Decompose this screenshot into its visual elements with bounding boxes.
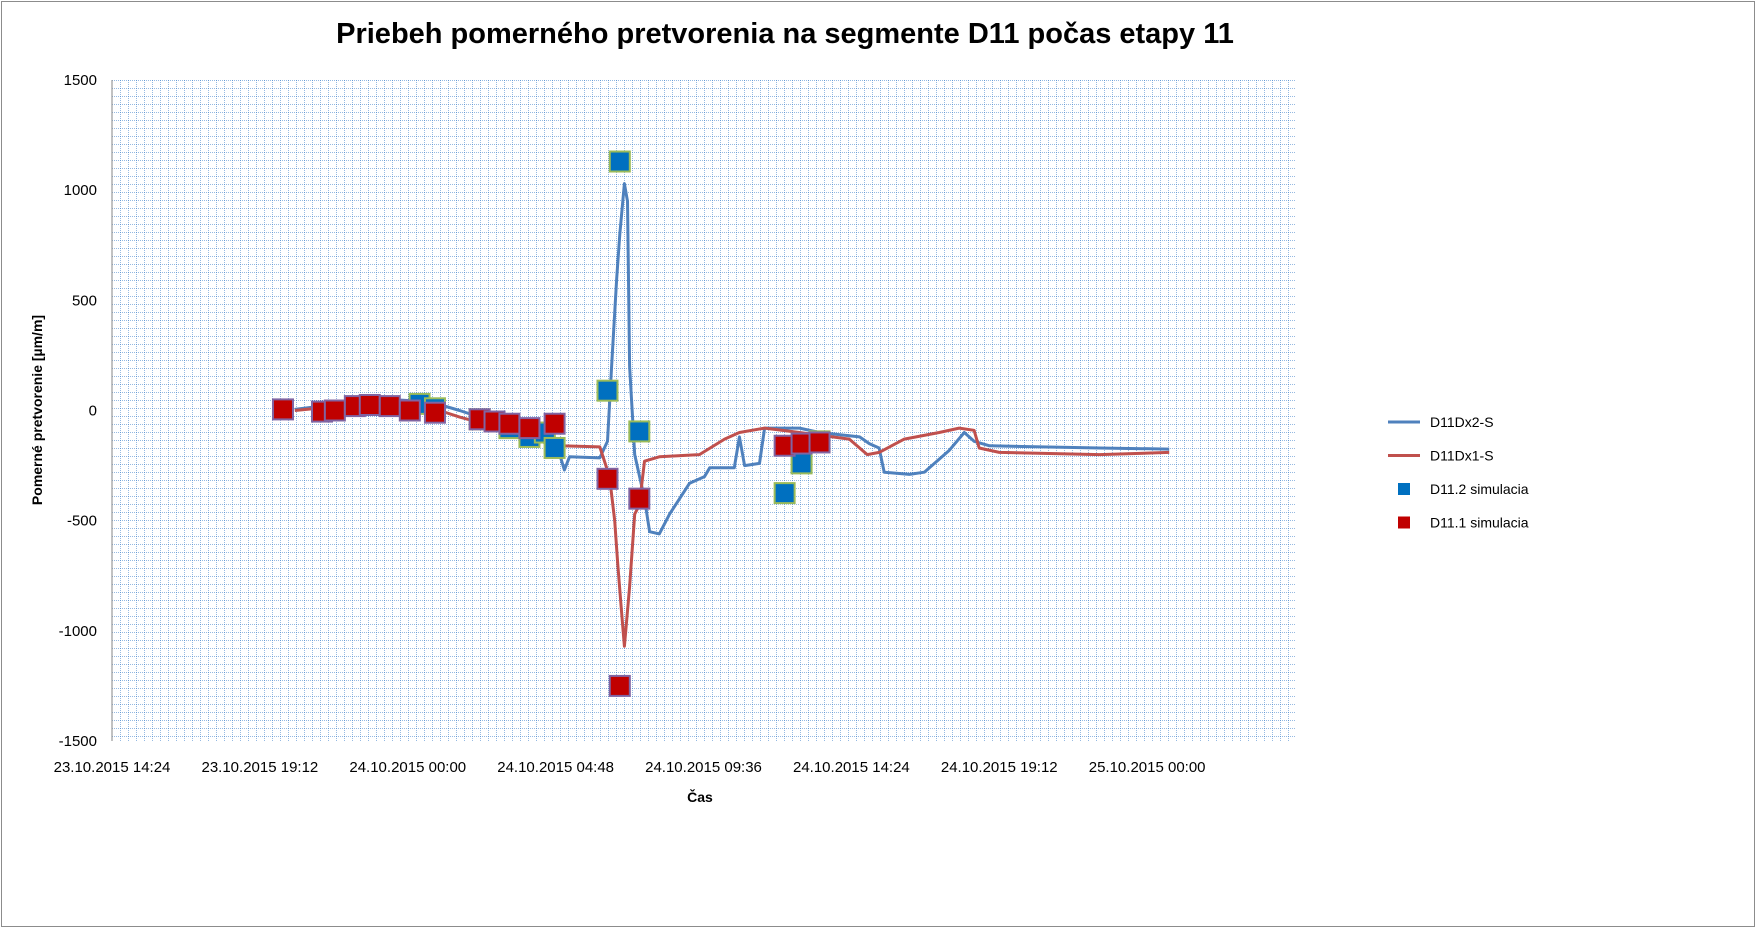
data-point-D11.1 simulacia — [271, 398, 294, 421]
data-point-D11.1 simulacia — [378, 395, 401, 418]
data-point-D11.2 simulacia — [543, 436, 566, 459]
x-tick-label: 23.10.2015 19:12 — [201, 759, 318, 776]
y-tick-label: 1500 — [64, 72, 97, 89]
data-point-D11.1 simulacia — [423, 401, 446, 424]
data-point-D11.1 simulacia — [518, 417, 541, 440]
legend-swatch — [1398, 483, 1410, 495]
legend: D11Dx2-S D11Dx1-S D11.2 simulacia D11.1 sim… — [1388, 414, 1529, 531]
y-ticks: 1500 1000 500 0 -500 -1000 -1500 — [59, 72, 97, 750]
data-point-D11.1 simulacia — [358, 393, 381, 416]
data-point-D11.1 simulacia — [498, 412, 521, 435]
y-tick-label: 1000 — [64, 182, 97, 199]
legend-swatch — [1398, 516, 1410, 529]
legend-label: D11.2 simulacia — [1430, 481, 1529, 497]
x-tick-label: 24.10.2015 00:00 — [349, 759, 466, 776]
chart-title: Priebeh pomerného pretvorenia na segment… — [336, 18, 1234, 50]
x-tick-label: 24.10.2015 04:48 — [497, 759, 614, 776]
data-point-D11.2 simulacia — [608, 150, 631, 173]
y-axis-label: Pomerné pretvorenie [µm/m] — [29, 315, 45, 505]
y-tick-label: -500 — [67, 513, 97, 530]
legend-label: D11Dx2-S — [1430, 414, 1494, 430]
data-point-D11.2 simulacia — [596, 379, 619, 402]
y-tick-label: -1000 — [59, 623, 97, 640]
data-point-D11.1 simulacia — [596, 467, 619, 490]
legend-label: D11Dx1-S — [1430, 448, 1494, 464]
x-ticks: 23.10.2015 14:24 23.10.2015 19:12 24.10.20… — [54, 759, 1206, 776]
legend-label: D11.1 simulacia — [1430, 515, 1529, 531]
x-tick-label: 24.10.2015 14:24 — [793, 759, 910, 776]
y-tick-label: -1500 — [59, 733, 97, 750]
data-point-D11.1 simulacia — [323, 399, 346, 422]
x-tick-label: 24.10.2015 19:12 — [941, 759, 1058, 776]
series-layer — [271, 150, 1170, 697]
series-line-D11Dx2-S — [294, 182, 1170, 536]
data-point-D11.1 simulacia — [608, 674, 631, 697]
x-tick-label: 23.10.2015 14:24 — [54, 759, 171, 776]
data-point-D11.1 simulacia — [398, 399, 421, 422]
data-point-D11.2 simulacia — [773, 482, 796, 505]
data-point-D11.1 simulacia — [628, 487, 651, 510]
x-tick-label: 24.10.2015 09:36 — [645, 759, 762, 776]
x-tick-label: 25.10.2015 00:00 — [1089, 759, 1206, 776]
x-axis-label: Čas — [687, 788, 713, 805]
data-point-D11.1 simulacia — [808, 431, 831, 454]
data-point-D11.2 simulacia — [628, 420, 651, 443]
y-tick-label: 500 — [72, 292, 97, 309]
y-tick-label: 0 — [89, 403, 97, 420]
data-point-D11.1 simulacia — [543, 412, 566, 435]
